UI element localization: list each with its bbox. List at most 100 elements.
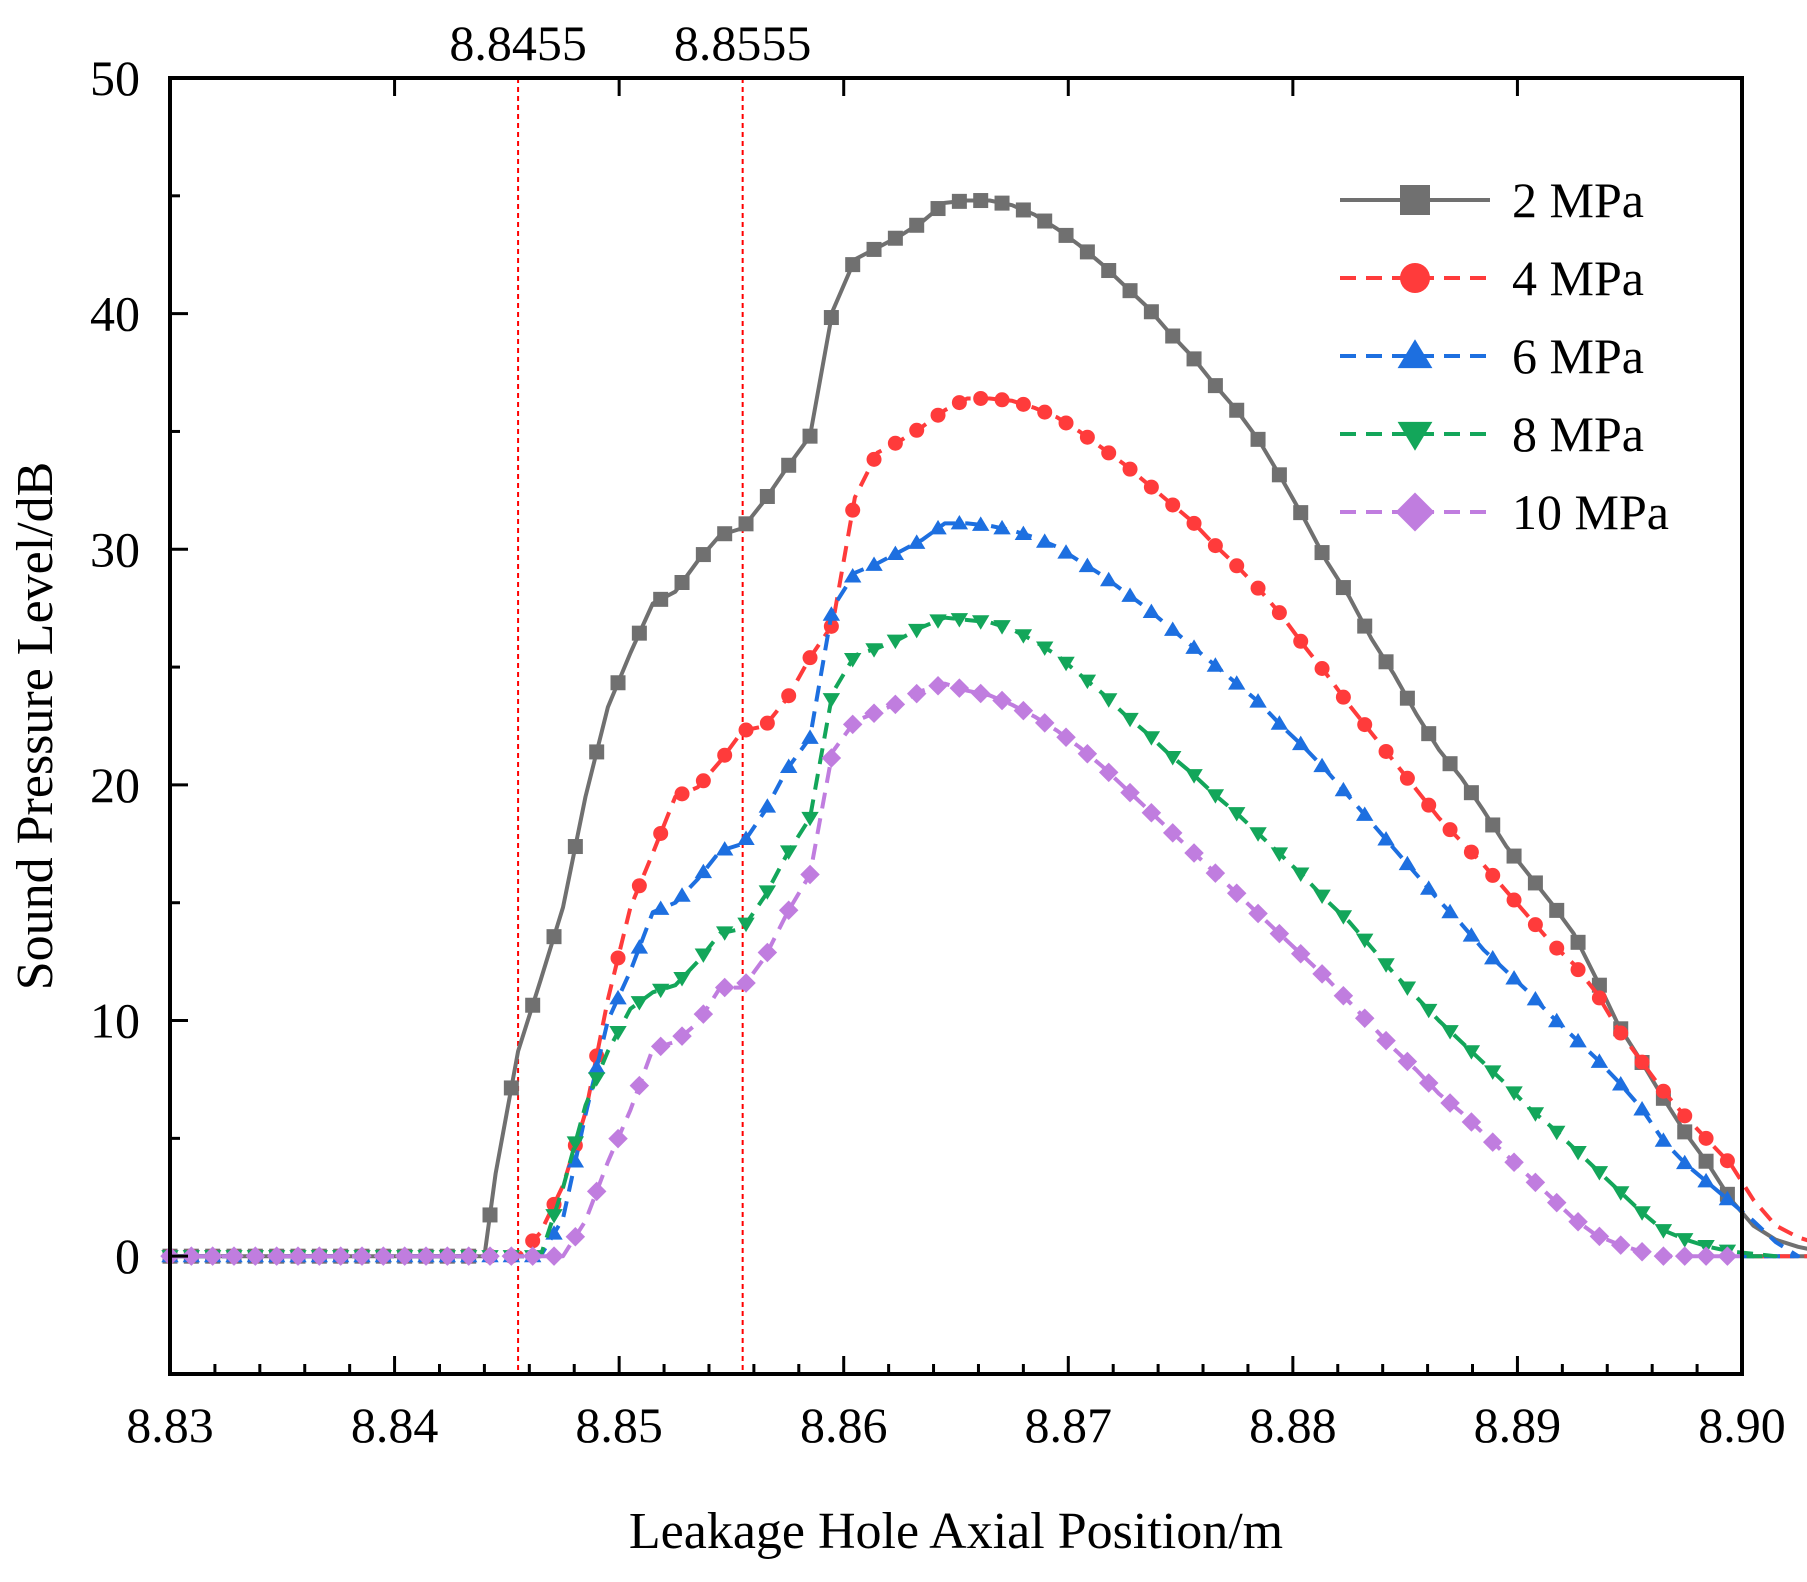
- data-point: [759, 715, 775, 731]
- data-point: [1677, 1108, 1693, 1124]
- data-point: [1142, 731, 1161, 746]
- data-point: [545, 1209, 563, 1224]
- data-point: [608, 1128, 628, 1149]
- data-point: [650, 1036, 671, 1057]
- data-point: [610, 675, 626, 691]
- data-point: [1356, 806, 1374, 821]
- data-point: [1101, 263, 1117, 279]
- data-point: [951, 193, 967, 209]
- series-line: [170, 396, 1807, 1259]
- data-point: [1333, 986, 1354, 1006]
- legend-marker: [1400, 263, 1430, 293]
- data-point: [610, 950, 626, 966]
- data-point: [973, 193, 989, 209]
- legend-label: 8 MPa: [1512, 406, 1644, 462]
- data-point: [1207, 538, 1223, 554]
- data-point: [929, 614, 947, 629]
- data-point: [1377, 831, 1395, 846]
- data-point: [1098, 762, 1119, 783]
- data-point: [779, 758, 798, 773]
- data-point: [1269, 923, 1290, 944]
- data-point: [1250, 431, 1266, 447]
- data-point: [1249, 827, 1267, 842]
- data-point: [1185, 639, 1203, 654]
- data-point: [609, 989, 627, 1005]
- data-point: [758, 885, 777, 900]
- data-point: [266, 1246, 287, 1266]
- data-point: [1334, 781, 1353, 797]
- legend-label: 6 MPa: [1512, 328, 1644, 384]
- data-point: [480, 1246, 500, 1266]
- data-point: [630, 996, 649, 1011]
- data-point: [909, 217, 925, 233]
- data-point: [1654, 1132, 1673, 1147]
- data-point: [546, 929, 562, 945]
- x-axis-title: Leakage Hole Axial Position/m: [629, 1503, 1283, 1560]
- y-tick-label: 40: [90, 286, 140, 342]
- data-point: [1100, 571, 1118, 587]
- data-point: [693, 1004, 714, 1024]
- x-tick-label: 8.86: [800, 1397, 888, 1453]
- data-point: [843, 568, 862, 583]
- data-point: [1037, 404, 1053, 420]
- data-point: [1506, 848, 1522, 864]
- data-point: [1612, 1076, 1630, 1091]
- data-point: [950, 514, 969, 530]
- data-point: [1314, 661, 1330, 677]
- data-point: [1077, 744, 1098, 764]
- data-point: [1205, 863, 1226, 883]
- data-point: [951, 395, 967, 411]
- data-point: [1591, 990, 1607, 1006]
- y-tick-label: 30: [90, 521, 140, 577]
- legend-item: 2 MPa: [1340, 172, 1644, 228]
- data-point: [842, 714, 863, 735]
- data-point: [1357, 618, 1373, 634]
- data-point: [694, 863, 713, 879]
- data-point: [865, 643, 883, 658]
- data-point: [1485, 867, 1501, 883]
- data-point: [1120, 782, 1140, 803]
- data-point: [887, 230, 903, 246]
- data-point: [503, 1080, 519, 1096]
- data-point: [800, 864, 820, 885]
- data-point: [1718, 1190, 1737, 1206]
- data-point: [1206, 789, 1225, 804]
- data-point: [1270, 847, 1289, 862]
- axes: [168, 76, 1744, 1376]
- x-tick-label: 8.84: [351, 1397, 439, 1453]
- legend-label: 4 MPa: [1512, 250, 1644, 306]
- data-point: [567, 839, 583, 855]
- data-point: [1442, 822, 1458, 838]
- data-point: [1697, 1172, 1715, 1188]
- data-point: [1143, 479, 1159, 495]
- data-point: [778, 900, 799, 921]
- data-point: [885, 694, 906, 715]
- data-point: [1548, 1125, 1566, 1141]
- data-point: [1034, 713, 1055, 733]
- data-point: [802, 428, 818, 444]
- data-point: [1313, 757, 1331, 773]
- data-point: [779, 845, 798, 860]
- data-point: [1184, 843, 1204, 863]
- data-point: [1141, 802, 1162, 823]
- data-point: [717, 747, 733, 763]
- data-point: [886, 545, 905, 561]
- data-point: [1441, 1025, 1459, 1040]
- data-point: [1271, 605, 1287, 621]
- data-point: [1162, 823, 1183, 843]
- data-point: [1506, 892, 1522, 908]
- data-point: [1421, 726, 1437, 742]
- legend-item: 4 MPa: [1340, 250, 1644, 306]
- data-point: [1484, 1065, 1502, 1080]
- data-point: [1653, 1246, 1674, 1266]
- data-point: [1142, 603, 1161, 619]
- data-point: [1421, 797, 1437, 813]
- data-point: [1186, 515, 1202, 531]
- data-point: [501, 1246, 522, 1266]
- y-tick-label: 20: [90, 757, 140, 813]
- data-point: [1079, 429, 1095, 445]
- data-point: [801, 811, 819, 827]
- data-point: [866, 451, 882, 467]
- data-point: [1100, 693, 1118, 708]
